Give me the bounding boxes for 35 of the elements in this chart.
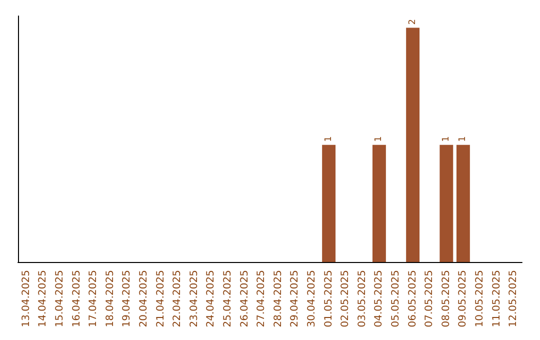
x-tick-label: 28.04.2025 bbox=[272, 270, 284, 328]
x-tick-label: 15.04.2025 bbox=[54, 270, 66, 328]
x-tick-label: 30.04.2025 bbox=[306, 270, 318, 328]
x-tick-label: 27.04.2025 bbox=[256, 270, 268, 328]
x-tick-label: 06.05.2025 bbox=[407, 270, 418, 328]
x-tick-label: 26.04.2025 bbox=[239, 270, 250, 328]
data-label: 2 bbox=[408, 18, 418, 25]
x-tick-label: 02.05.2025 bbox=[340, 270, 352, 328]
x-tick-label: 12.05.2025 bbox=[508, 270, 520, 328]
x-tick-label: 13.04.2025 bbox=[20, 270, 32, 328]
data-label: 1 bbox=[324, 136, 334, 142]
x-tick-label: 19.04.2025 bbox=[122, 270, 133, 328]
x-tick-label: 21.04.2025 bbox=[155, 270, 166, 328]
x-tick-label: 09.05.2025 bbox=[458, 270, 469, 328]
x-tick-label: 08.05.2025 bbox=[440, 270, 452, 328]
data-label: 1 bbox=[441, 136, 452, 142]
x-tick-label: 20.04.2025 bbox=[138, 270, 150, 328]
x-tick-label: 14.04.2025 bbox=[38, 270, 49, 328]
x-tick-label: 29.04.2025 bbox=[290, 270, 301, 328]
x-tick-label: 23.04.2025 bbox=[188, 270, 200, 328]
x-tick-label: 01.05.2025 bbox=[323, 270, 334, 328]
data-label: 1 bbox=[374, 136, 384, 142]
data-label: 1 bbox=[458, 136, 468, 142]
x-tick-label: 16.04.2025 bbox=[71, 270, 82, 328]
x-tick-label: 05.05.2025 bbox=[390, 270, 402, 328]
x-tick-label: 04.05.2025 bbox=[374, 270, 385, 328]
x-tick-label: 07.05.2025 bbox=[424, 270, 436, 328]
x-tick-label: 22.04.2025 bbox=[172, 270, 184, 328]
x-tick-label: 25.04.2025 bbox=[222, 270, 234, 328]
x-tick-label: 24.04.2025 bbox=[206, 270, 217, 328]
x-tick-label: 11.05.2025 bbox=[491, 270, 502, 328]
x-tick-label: 18.04.2025 bbox=[104, 270, 116, 328]
x-tick-label: 10.05.2025 bbox=[474, 270, 486, 328]
x-tick-label: 03.05.2025 bbox=[356, 270, 368, 328]
x-tick-label: 17.04.2025 bbox=[88, 270, 100, 328]
